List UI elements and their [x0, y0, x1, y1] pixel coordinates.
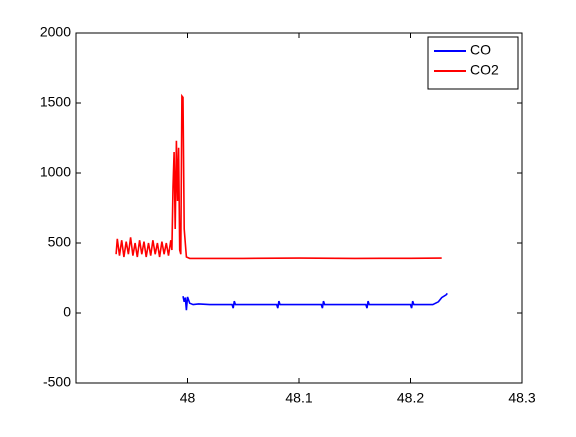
legend-label: CO	[470, 42, 491, 58]
x-tick-label: 48.2	[397, 390, 424, 406]
series-line	[115, 93, 442, 260]
x-tick-label: 48	[180, 390, 196, 406]
x-tick-label: 48.1	[285, 390, 312, 406]
axes-box	[75, 32, 523, 384]
legend-label: CO2	[470, 62, 499, 78]
y-tick-label: 500	[48, 234, 72, 250]
y-tick-label: 1500	[40, 94, 71, 110]
legend-box	[427, 36, 519, 90]
y-tick-label: 0	[63, 304, 71, 320]
y-tick-label: 1000	[40, 164, 71, 180]
y-tick-label: 2000	[40, 24, 71, 40]
x-tick-label: 48.3	[508, 390, 535, 406]
y-tick-label: -500	[43, 374, 71, 390]
series-line	[182, 292, 448, 311]
